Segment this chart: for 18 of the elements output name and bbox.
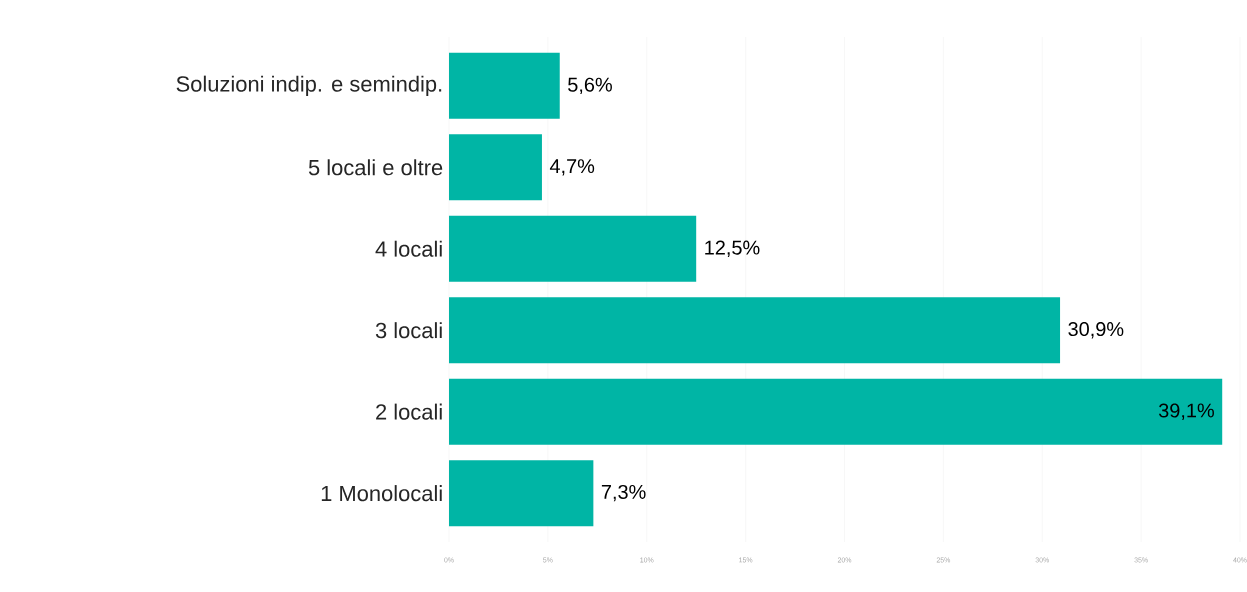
data-label: 39,1% [1158, 403, 1214, 420]
bar [449, 215, 697, 282]
data-label: 30,9% [1068, 322, 1124, 339]
bar [449, 297, 1061, 364]
bar [449, 134, 542, 201]
y-tick-label: Soluzioni indip. e semindip. [176, 75, 442, 97]
y-tick-label: 4 locali [375, 240, 442, 257]
data-label: 5,6% [568, 77, 612, 95]
y-tick-label: 3 locali [375, 322, 442, 339]
data-label: 12,5% [705, 240, 760, 257]
bar [449, 52, 560, 119]
y-tick-label: 2 locali [376, 403, 442, 420]
bar [449, 460, 594, 527]
y-tick-label: 1 Monolocali [321, 485, 442, 502]
y-tick-label: 5 locali e oltre [308, 159, 443, 176]
data-label: 7,3% [601, 484, 646, 502]
data-label: 4,7% [549, 159, 595, 176]
bar [449, 378, 1223, 445]
